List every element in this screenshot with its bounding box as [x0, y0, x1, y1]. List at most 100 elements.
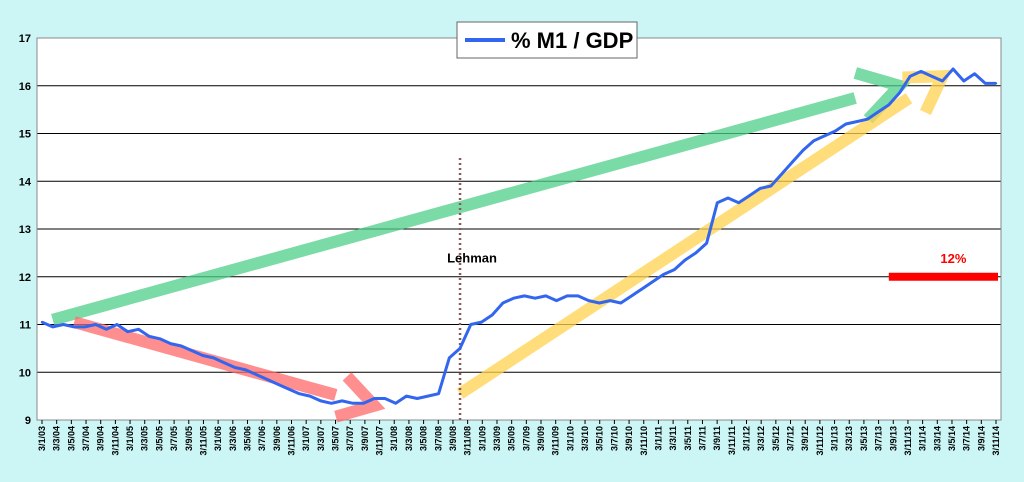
data-point — [137, 328, 140, 331]
x-tick-label: 3/7/11 — [697, 426, 707, 451]
data-point — [619, 301, 623, 305]
data-point — [180, 344, 183, 348]
data-point — [394, 402, 397, 405]
x-tick-label: 3/1/05 — [125, 426, 135, 451]
x-tick-label: 3/1/08 — [389, 426, 399, 451]
level-marker: 12% — [888, 251, 998, 281]
x-tick-label: 3/11/13 — [903, 426, 913, 456]
data-point — [834, 129, 837, 133]
x-tick-label: 3/3/09 — [492, 426, 502, 451]
yellow-trend-arrow-shaft — [456, 93, 913, 399]
y-tick-label: 16 — [19, 81, 31, 93]
x-tick-label: 3/9/12 — [800, 426, 810, 451]
data-point — [651, 280, 655, 283]
x-tick-label: 3/11/14 — [991, 426, 1001, 456]
x-tick-label: 3/7/09 — [521, 426, 531, 451]
data-point — [190, 349, 194, 352]
data-point — [223, 361, 226, 364]
data-point — [491, 313, 494, 317]
trend-arrows — [51, 67, 952, 423]
x-axis-ticks: 3/1/03 3/3/04 3/5/04 3/7/04 3/9/04 3/11/04 3/1… — [37, 420, 1001, 456]
x-tick-label: 3/5/14 — [947, 426, 957, 451]
data-point — [469, 323, 472, 326]
x-tick-label: 3/5/08 — [419, 426, 429, 451]
x-tick-label: 3/9/09 — [536, 426, 546, 451]
series-layer — [40, 67, 998, 405]
legend: % M1 / GDP — [456, 21, 638, 59]
x-tick-label: 3/9/07 — [360, 426, 370, 451]
x-tick-label: 3/5/07 — [331, 426, 341, 451]
data-point — [415, 397, 419, 400]
data-point — [555, 299, 558, 302]
x-tick-label: 3/7/13 — [874, 426, 884, 451]
data-point — [115, 323, 119, 326]
data-point — [62, 323, 65, 326]
data-point — [705, 242, 708, 245]
x-tick-label: 3/3/08 — [404, 426, 414, 451]
data-point — [126, 330, 129, 333]
green-trend-arrow-shaft — [51, 92, 857, 326]
lehman-label: Lehman — [447, 250, 497, 265]
x-tick-label: 3/7/14 — [962, 426, 972, 451]
x-tick-label: 3/9/05 — [184, 426, 194, 451]
level-label: 12% — [940, 251, 966, 266]
data-point — [748, 194, 751, 197]
data-point — [791, 160, 794, 164]
data-point — [641, 287, 644, 290]
data-point — [201, 354, 204, 357]
x-tick-label: 3/9/08 — [448, 426, 458, 451]
y-tick-label: 13 — [19, 224, 31, 236]
data-point — [147, 335, 151, 338]
x-tick-label: 3/1/10 — [565, 426, 575, 451]
x-tick-label: 3/9/10 — [624, 426, 634, 451]
y-tick-label: 17 — [19, 33, 31, 45]
x-tick-label: 3/7/12 — [786, 426, 796, 451]
series-line — [41, 67, 996, 405]
x-tick-label: 3/1/03 — [37, 426, 47, 451]
red-trend-arrow-shaft — [72, 316, 338, 401]
x-tick-label: 3/5/11 — [683, 426, 693, 451]
data-point — [576, 294, 580, 298]
data-point — [512, 297, 515, 300]
data-point — [480, 320, 483, 324]
y-tick-label: 9 — [25, 415, 31, 427]
data-point — [298, 392, 301, 395]
data-point — [212, 356, 215, 360]
data-point — [769, 184, 773, 188]
x-tick-label: 3/7/07 — [345, 426, 355, 451]
x-tick-label: 3/1/12 — [741, 426, 751, 451]
data-point — [362, 402, 365, 405]
x-tick-label: 3/5/10 — [595, 426, 605, 451]
green-trend-arrow-head — [853, 67, 911, 124]
x-tick-label: 3/3/06 — [228, 426, 238, 451]
data-point — [405, 394, 408, 398]
data-point — [608, 299, 612, 302]
x-tick-label: 3/1/11 — [653, 426, 663, 451]
data-point — [383, 397, 387, 400]
x-tick-label: 3/11/12 — [815, 426, 825, 456]
x-tick-label: 3/1/09 — [477, 426, 487, 451]
x-tick-label: 3/11/10 — [639, 426, 649, 456]
x-tick-label: 3/11/07 — [375, 426, 385, 456]
data-point — [716, 201, 719, 204]
data-point — [158, 337, 162, 341]
x-tick-label: 3/11/04 — [110, 426, 120, 456]
data-point — [930, 75, 933, 78]
data-point — [319, 399, 322, 403]
data-point — [984, 82, 987, 85]
data-point — [501, 301, 505, 305]
x-tick-label: 3/3/14 — [932, 426, 942, 451]
data-point — [812, 139, 815, 142]
data-point — [94, 323, 97, 326]
x-tick-label: 3/3/10 — [580, 426, 590, 451]
x-tick-label: 3/3/12 — [756, 426, 766, 451]
data-point — [758, 187, 762, 190]
x-tick-label: 3/9/11 — [712, 426, 722, 451]
data-point — [941, 79, 944, 83]
data-point — [169, 342, 172, 345]
y-tick-label: 15 — [19, 129, 31, 141]
data-point — [823, 134, 826, 138]
x-tick-label: 3/5/09 — [507, 426, 517, 451]
data-point — [330, 402, 333, 405]
